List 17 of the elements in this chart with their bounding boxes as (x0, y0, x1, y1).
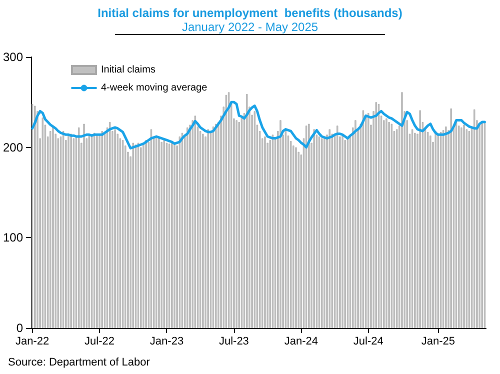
x-tick-label: Jan-25 (421, 336, 455, 348)
chart-subtitle: January 2022 - May 2025 (182, 20, 318, 34)
y-tick-label: 0 (16, 321, 24, 335)
y-tick-label: 100 (2, 230, 24, 245)
chart-title: Initial claims for unemployment benefits (thousands) (98, 6, 402, 20)
x-tick-label: Jul-24 (353, 336, 384, 348)
legend-label: 4-week moving average (101, 82, 208, 94)
y-tick-label: 300 (2, 50, 24, 64)
line-series (31, 100, 486, 150)
x-tick-label: Jan-22 (15, 336, 50, 348)
legend-label: Initial claims (101, 64, 156, 76)
source-note: Source: Department of Labor (8, 356, 150, 368)
x-tick-label: Jan-23 (150, 336, 184, 348)
y-tick-label: 200 (2, 140, 24, 154)
x-tick-label: Jul-22 (84, 336, 115, 348)
x-tick-label: Jan-24 (284, 336, 318, 348)
x-tick-label: Jul-23 (218, 336, 249, 348)
